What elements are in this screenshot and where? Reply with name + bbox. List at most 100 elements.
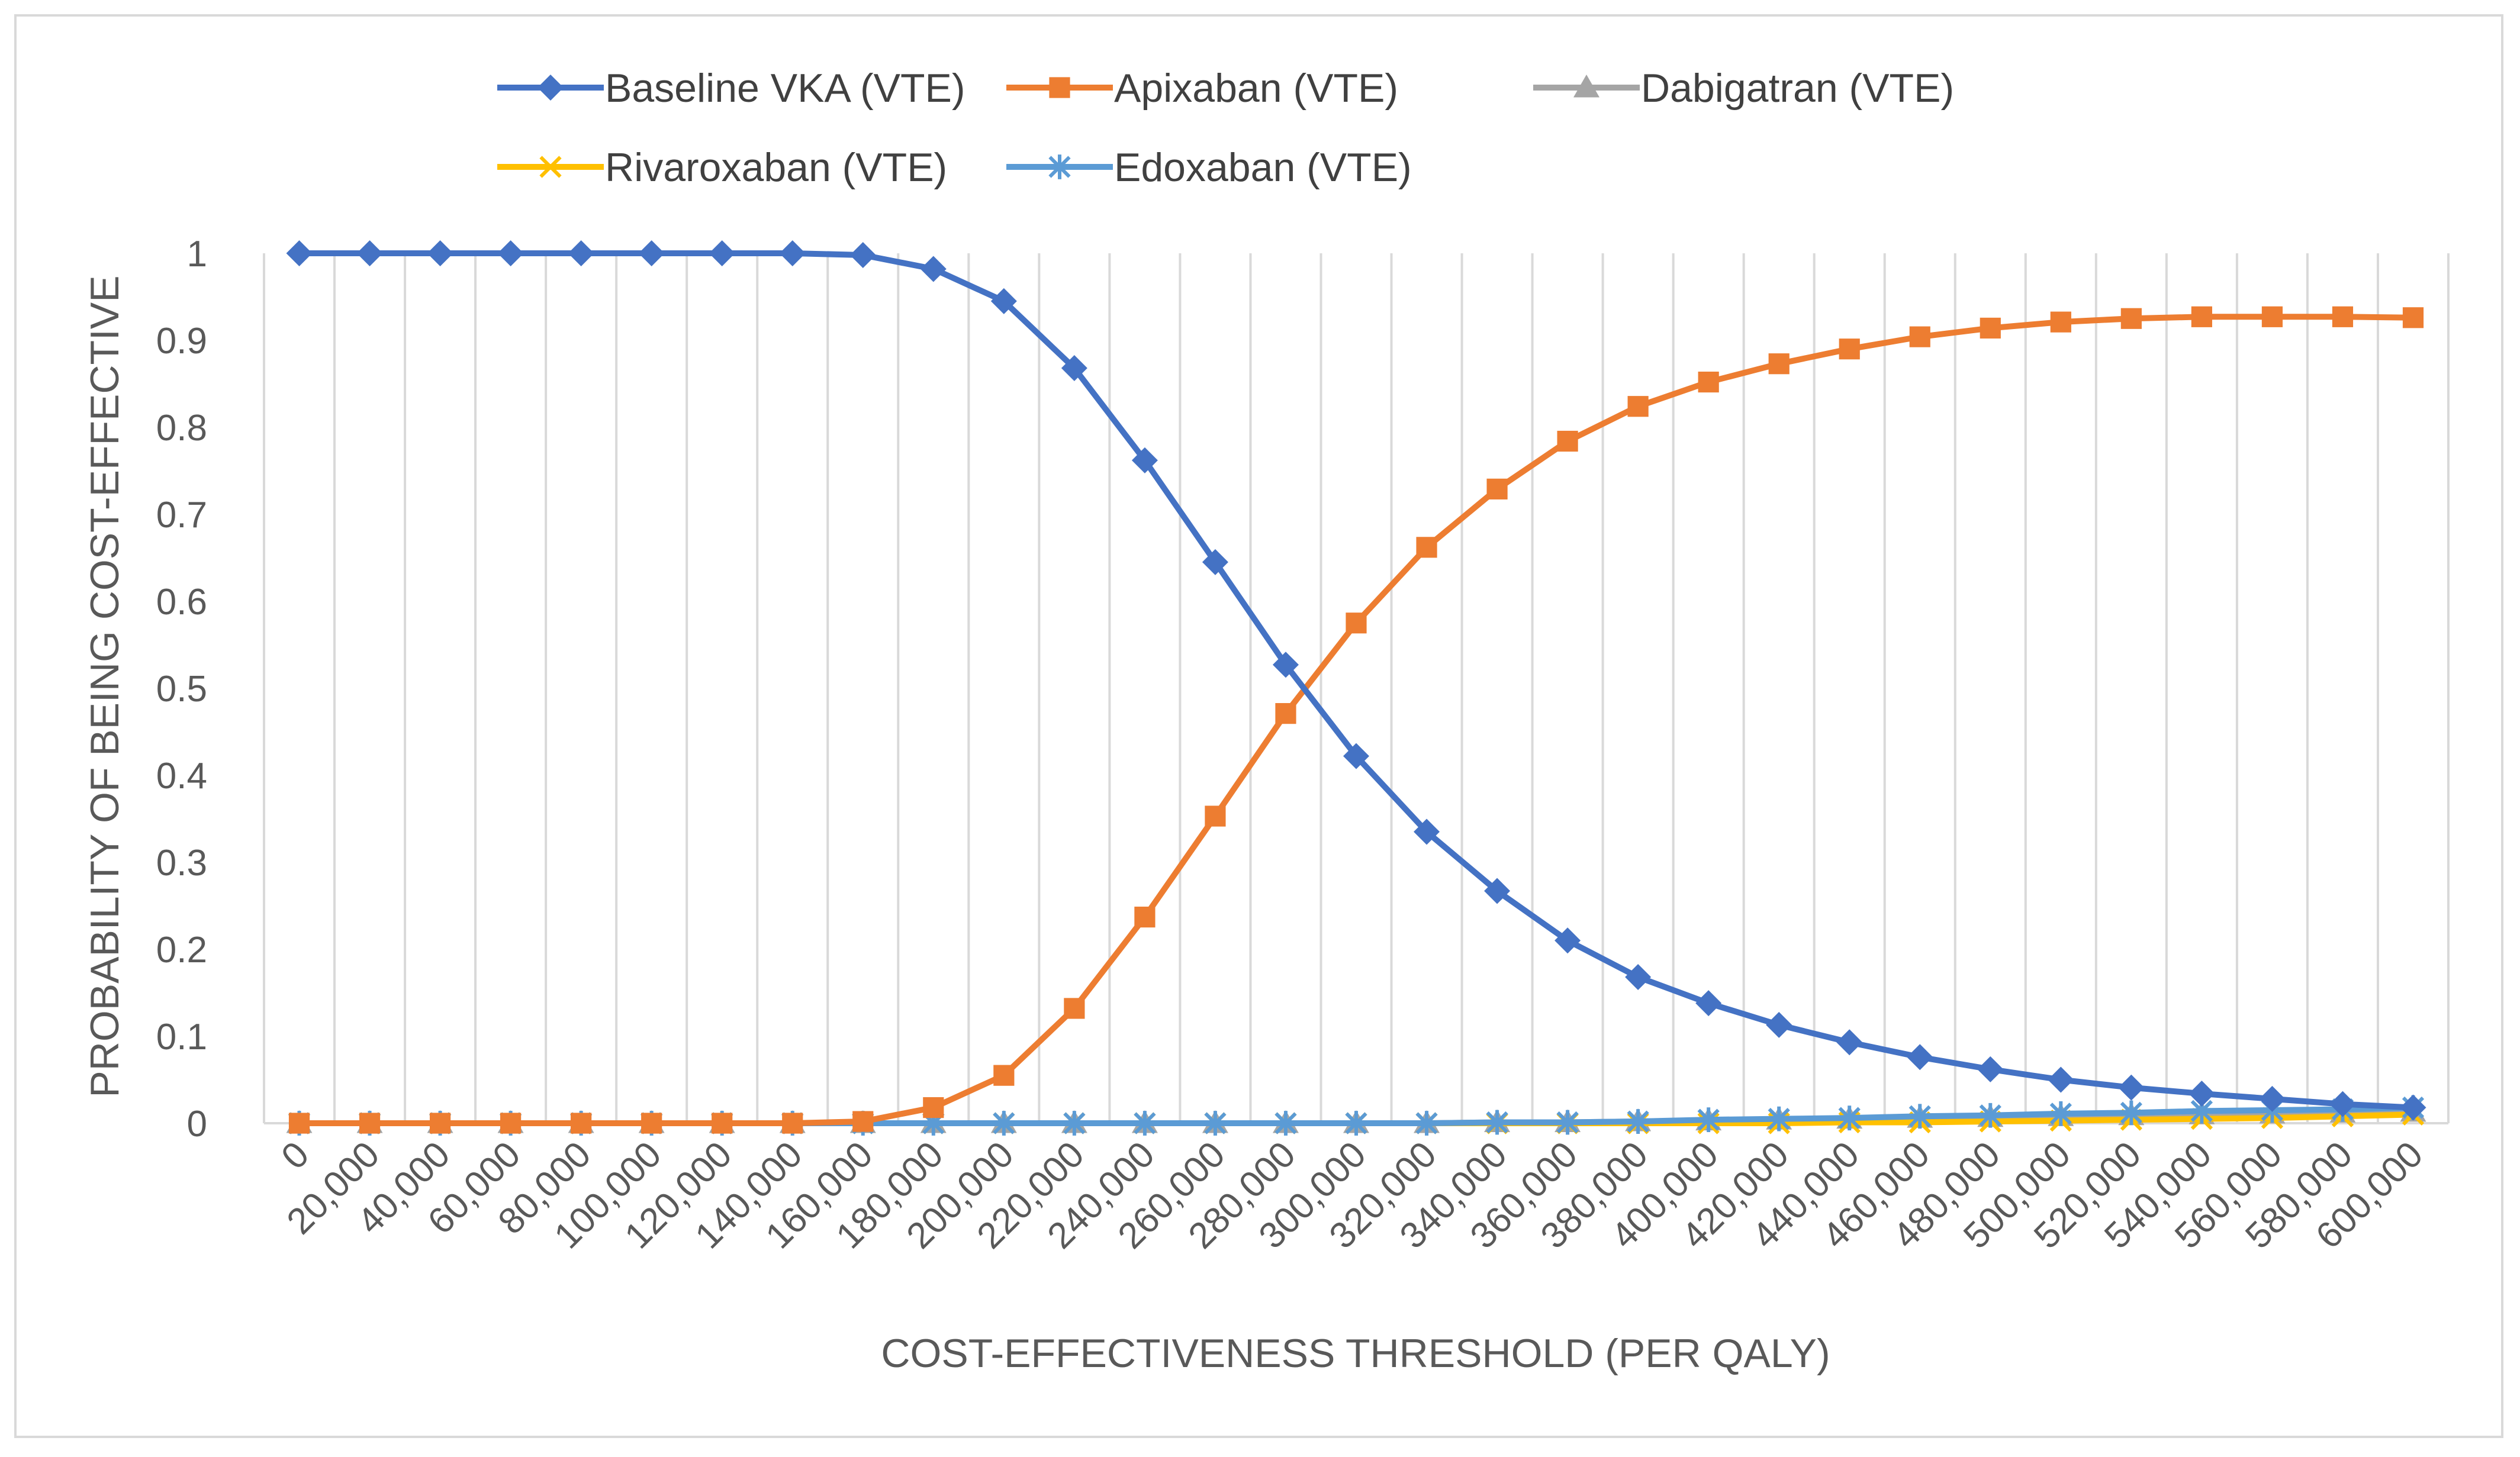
series-point: [1768, 353, 1790, 375]
series-point: [2118, 1074, 2145, 1101]
series-point: [1484, 878, 1511, 904]
y-tick-label: 0.1: [156, 1017, 207, 1058]
series-point: [1131, 447, 1158, 473]
series-point: [286, 240, 313, 266]
series-point: [849, 241, 876, 268]
series-point: [1979, 1103, 2001, 1128]
series-point: [2188, 1081, 2215, 1107]
series-point: [1416, 537, 1437, 558]
legend-item: Dabigatran (VTE): [1533, 66, 1954, 111]
series-point: [2261, 306, 2283, 327]
series-point: [852, 1111, 874, 1132]
series-baseline-vka-vte: [286, 240, 2426, 1121]
y-tick-label: 1: [187, 234, 207, 275]
series-point: [1415, 1111, 1438, 1136]
legend-marker: [1049, 77, 1070, 98]
series-point: [1980, 317, 2001, 339]
series-point: [2048, 1066, 2074, 1093]
series-point: [1063, 1111, 1086, 1136]
series-point: [638, 240, 665, 266]
series-point: [1698, 371, 1719, 393]
series-point: [1977, 1056, 2004, 1082]
series-point: [1275, 1111, 1297, 1136]
y-axis-title: PROBABILITY OF BEING COST-EFFECTIVE: [82, 275, 127, 1097]
series-point: [2049, 1101, 2072, 1126]
x-axis-ticks: 020,00040,00060,00080,000100,000120,0001…: [273, 1134, 2431, 1256]
series-point: [2120, 1100, 2142, 1126]
series-layer: [286, 240, 2426, 1136]
series-point: [571, 1113, 592, 1134]
series-point: [1343, 743, 1369, 769]
series-point: [1907, 1044, 1933, 1071]
series-point: [427, 240, 453, 266]
series-point: [2050, 311, 2071, 333]
y-tick-label: 0.3: [156, 843, 207, 884]
series-point: [1556, 1110, 1579, 1135]
series-point: [1766, 1011, 1792, 1038]
series-point: [1555, 927, 1581, 954]
series-point: [1838, 1105, 1861, 1131]
series-point: [993, 1065, 1015, 1086]
series-point: [2259, 1085, 2286, 1112]
series-point: [2120, 308, 2142, 329]
series-point: [990, 288, 1017, 314]
series-point: [641, 1113, 662, 1134]
series-point: [1345, 1111, 1367, 1136]
series-point: [568, 240, 594, 266]
legend-label: Rivaroxaban (VTE): [605, 145, 947, 190]
series-point: [2332, 306, 2354, 327]
legend-label: Dabigatran (VTE): [1641, 66, 1954, 111]
legend-label: Apixaban (VTE): [1114, 66, 1398, 111]
series-edoxaban-vte: [288, 1095, 2425, 1136]
series-point: [1836, 1029, 1863, 1056]
series-point: [1486, 478, 1508, 499]
series-point: [429, 1113, 451, 1134]
series-point: [497, 240, 524, 266]
series-point: [1625, 964, 1652, 991]
series-point: [1839, 339, 1860, 360]
series-point: [2191, 306, 2212, 327]
series-point: [1414, 818, 1440, 845]
series-point: [1695, 990, 1722, 1017]
series-point: [923, 1097, 944, 1118]
y-tick-label: 0: [187, 1104, 207, 1145]
legend-item: Apixaban (VTE): [1006, 66, 1398, 111]
series-point: [500, 1113, 522, 1134]
series-point: [1908, 1104, 1931, 1129]
legend-marker: [1573, 75, 1599, 98]
legend-marker: [539, 156, 562, 178]
series-point: [1064, 998, 1085, 1019]
y-tick-label: 0.8: [156, 408, 207, 449]
gridlines: [263, 253, 2450, 1123]
x-axis-title: COST-EFFECTIVENESS THRESHOLD (PER QALY): [881, 1331, 1830, 1376]
legend-marker: [1048, 154, 1071, 179]
series-point: [779, 240, 806, 266]
series-point: [1204, 1111, 1227, 1136]
series-point: [1768, 1106, 1790, 1132]
series-point: [288, 1113, 310, 1134]
series-point: [1909, 326, 1930, 347]
legend-item: Baseline VKA (VTE): [497, 66, 965, 111]
series-point: [2402, 307, 2424, 328]
legend-item: Rivaroxaban (VTE): [497, 145, 947, 190]
series-point: [359, 1113, 381, 1134]
series-point: [993, 1111, 1015, 1136]
series-point: [1272, 652, 1299, 678]
series-point: [1205, 805, 1226, 827]
series-point: [1134, 1111, 1156, 1136]
legend: Baseline VKA (VTE) Apixaban (VTE) Dabigatr…: [497, 66, 1954, 190]
y-tick-label: 0.6: [156, 582, 207, 623]
legend-marker: [538, 75, 564, 101]
y-tick-label: 0.4: [156, 756, 207, 797]
legend-item: Edoxaban (VTE): [1006, 145, 1412, 190]
y-tick-label: 0.5: [156, 669, 207, 710]
series-point: [1557, 430, 1578, 452]
series-point: [1275, 703, 1296, 724]
series-point: [1486, 1110, 1508, 1135]
series-point: [712, 1113, 733, 1134]
series-point: [1627, 396, 1649, 417]
legend-label: Baseline VKA (VTE): [605, 66, 965, 111]
legend-label: Edoxaban (VTE): [1114, 145, 1412, 190]
series-point: [356, 240, 383, 266]
